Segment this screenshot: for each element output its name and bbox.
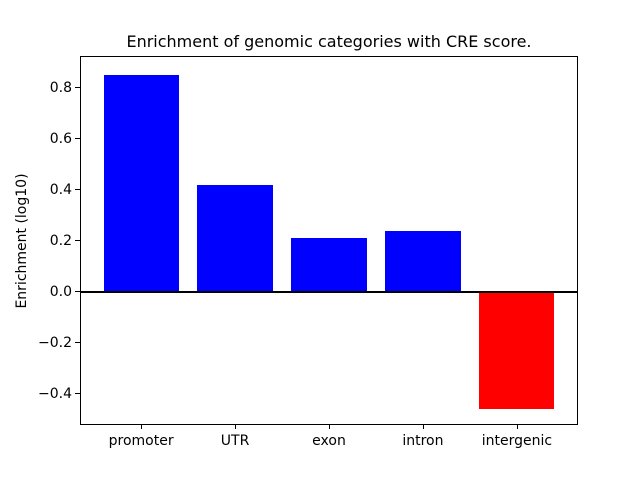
y-tick-mark	[75, 138, 80, 140]
y-tick-mark	[75, 341, 80, 343]
y-tick-label: 0.0	[49, 283, 72, 300]
y-tick-mark	[75, 290, 80, 292]
zero-line	[81, 290, 577, 293]
bar-intron	[385, 230, 461, 292]
bar-intergenic	[479, 291, 555, 410]
y-tick-mark	[75, 392, 80, 394]
y-tick-label: −0.4	[38, 385, 72, 402]
x-tick-label-promoter: promoter	[108, 433, 174, 449]
y-tick-label: 0.2	[49, 233, 72, 249]
x-tick-mark	[141, 424, 143, 429]
y-tick-mark	[75, 87, 80, 89]
x-tick-label-intron: intron	[402, 433, 444, 449]
x-tick-label-intergenic: intergenic	[481, 433, 553, 449]
bar-exon	[291, 238, 367, 292]
y-tick-label: −0.2	[38, 334, 72, 351]
x-tick-mark	[516, 424, 518, 429]
bar-UTR	[197, 184, 273, 292]
y-tick-label: 0.4	[49, 182, 72, 199]
bar-promoter	[103, 75, 179, 292]
y-tick-label: 0.8	[49, 80, 72, 97]
y-tick-mark	[75, 240, 80, 241]
x-tick-mark	[422, 424, 424, 429]
x-tick-mark	[329, 424, 330, 429]
x-tick-label-UTR: UTR	[220, 433, 250, 449]
chart-title: Enrichment of genomic categories with CR…	[126, 32, 532, 51]
x-tick-label-exon: exon	[312, 433, 346, 449]
y-tick-label: 0.6	[49, 131, 72, 148]
y-tick-mark	[75, 189, 80, 191]
x-tick-mark	[235, 424, 237, 429]
plot-area	[80, 56, 578, 425]
